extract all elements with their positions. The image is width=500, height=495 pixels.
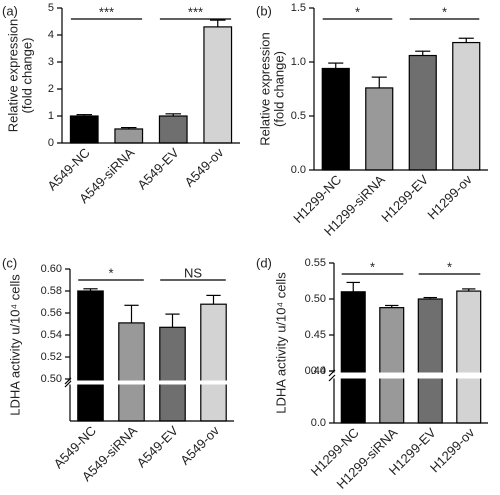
break-mark [64, 377, 72, 385]
bar [158, 115, 188, 144]
bar [379, 307, 405, 424]
y-tick-label: 0.58 [41, 285, 62, 297]
panel-label: (a) [2, 3, 18, 18]
significance-label: * [447, 259, 452, 274]
x-tick-label: A549-ov [181, 145, 226, 190]
x-tick-label: H1299-ov [424, 172, 475, 223]
y-tick-label: 0.54 [41, 329, 62, 341]
y-tick-label: 0 [48, 137, 54, 149]
y-tick-label: 0.55 [305, 257, 326, 269]
y-tick-label: 0.56 [41, 307, 62, 319]
y-tick-label: 0.0 [311, 417, 326, 429]
y-tick-label: 0.50 [305, 293, 326, 305]
bar [69, 115, 99, 144]
bar [203, 26, 233, 144]
y-tick-label: 0.40 [305, 365, 326, 377]
significance-label: * [108, 265, 113, 280]
bar [365, 87, 394, 171]
bar [118, 322, 145, 422]
bar [321, 67, 350, 171]
break-mark [328, 369, 336, 377]
y-tick-label: 0.52 [41, 351, 62, 363]
y-tick-label: 0.45 [305, 329, 326, 341]
bar [456, 290, 482, 424]
x-tick-label: A549-EV [134, 423, 182, 471]
significance-label: *** [188, 4, 203, 19]
panel-label: (d) [256, 255, 272, 270]
y-tick-label: 3 [48, 56, 54, 68]
bar [159, 326, 186, 422]
y-axis-label: Relative expression [257, 32, 272, 145]
break-mark [328, 374, 336, 382]
y-axis-label: (fold change) [19, 38, 34, 114]
y-tick-label: 5 [48, 2, 54, 14]
bar [417, 298, 443, 424]
y-tick-label: 0.50 [41, 373, 62, 385]
x-tick-label: H1299-EV [378, 172, 431, 225]
significance-label: * [442, 4, 447, 19]
axis-break [62, 380, 236, 385]
axis-break [326, 372, 490, 379]
y-tick-label: 0.60 [41, 263, 62, 275]
y-tick-label: 1 [48, 110, 54, 122]
y-axis-label: LDHA activity u/10⁴ cells [7, 274, 22, 416]
bar [408, 54, 437, 171]
y-tick-label: 1.0 [291, 56, 306, 68]
x-tick-label: A549-EV [134, 145, 182, 193]
y-tick-label: 0.5 [291, 110, 306, 122]
significance-label: * [370, 259, 375, 274]
break-mark [64, 380, 72, 388]
bar [200, 303, 227, 422]
panel-label: (b) [256, 3, 272, 18]
y-tick-label: 1.5 [291, 2, 306, 14]
y-axis-label: Relative expression [5, 19, 20, 132]
bar [340, 291, 366, 424]
bar [452, 41, 481, 171]
y-tick-label: 2 [48, 83, 54, 95]
x-tick-label: A549-ov [177, 423, 222, 468]
y-axis-label: (fold change) [271, 51, 286, 127]
y-tick-label: 0.0 [291, 164, 306, 176]
y-axis-label: LDHA activity u/10⁴ cells [273, 272, 288, 414]
panel-label: (c) [2, 255, 17, 270]
significance-label: *** [99, 4, 114, 19]
significance-label: * [355, 4, 360, 19]
bar [114, 128, 144, 144]
significance-label: NS [184, 265, 202, 280]
bar [77, 290, 104, 422]
y-tick-label: 0.4 [311, 365, 326, 377]
y-tick-label: 4 [48, 29, 54, 41]
